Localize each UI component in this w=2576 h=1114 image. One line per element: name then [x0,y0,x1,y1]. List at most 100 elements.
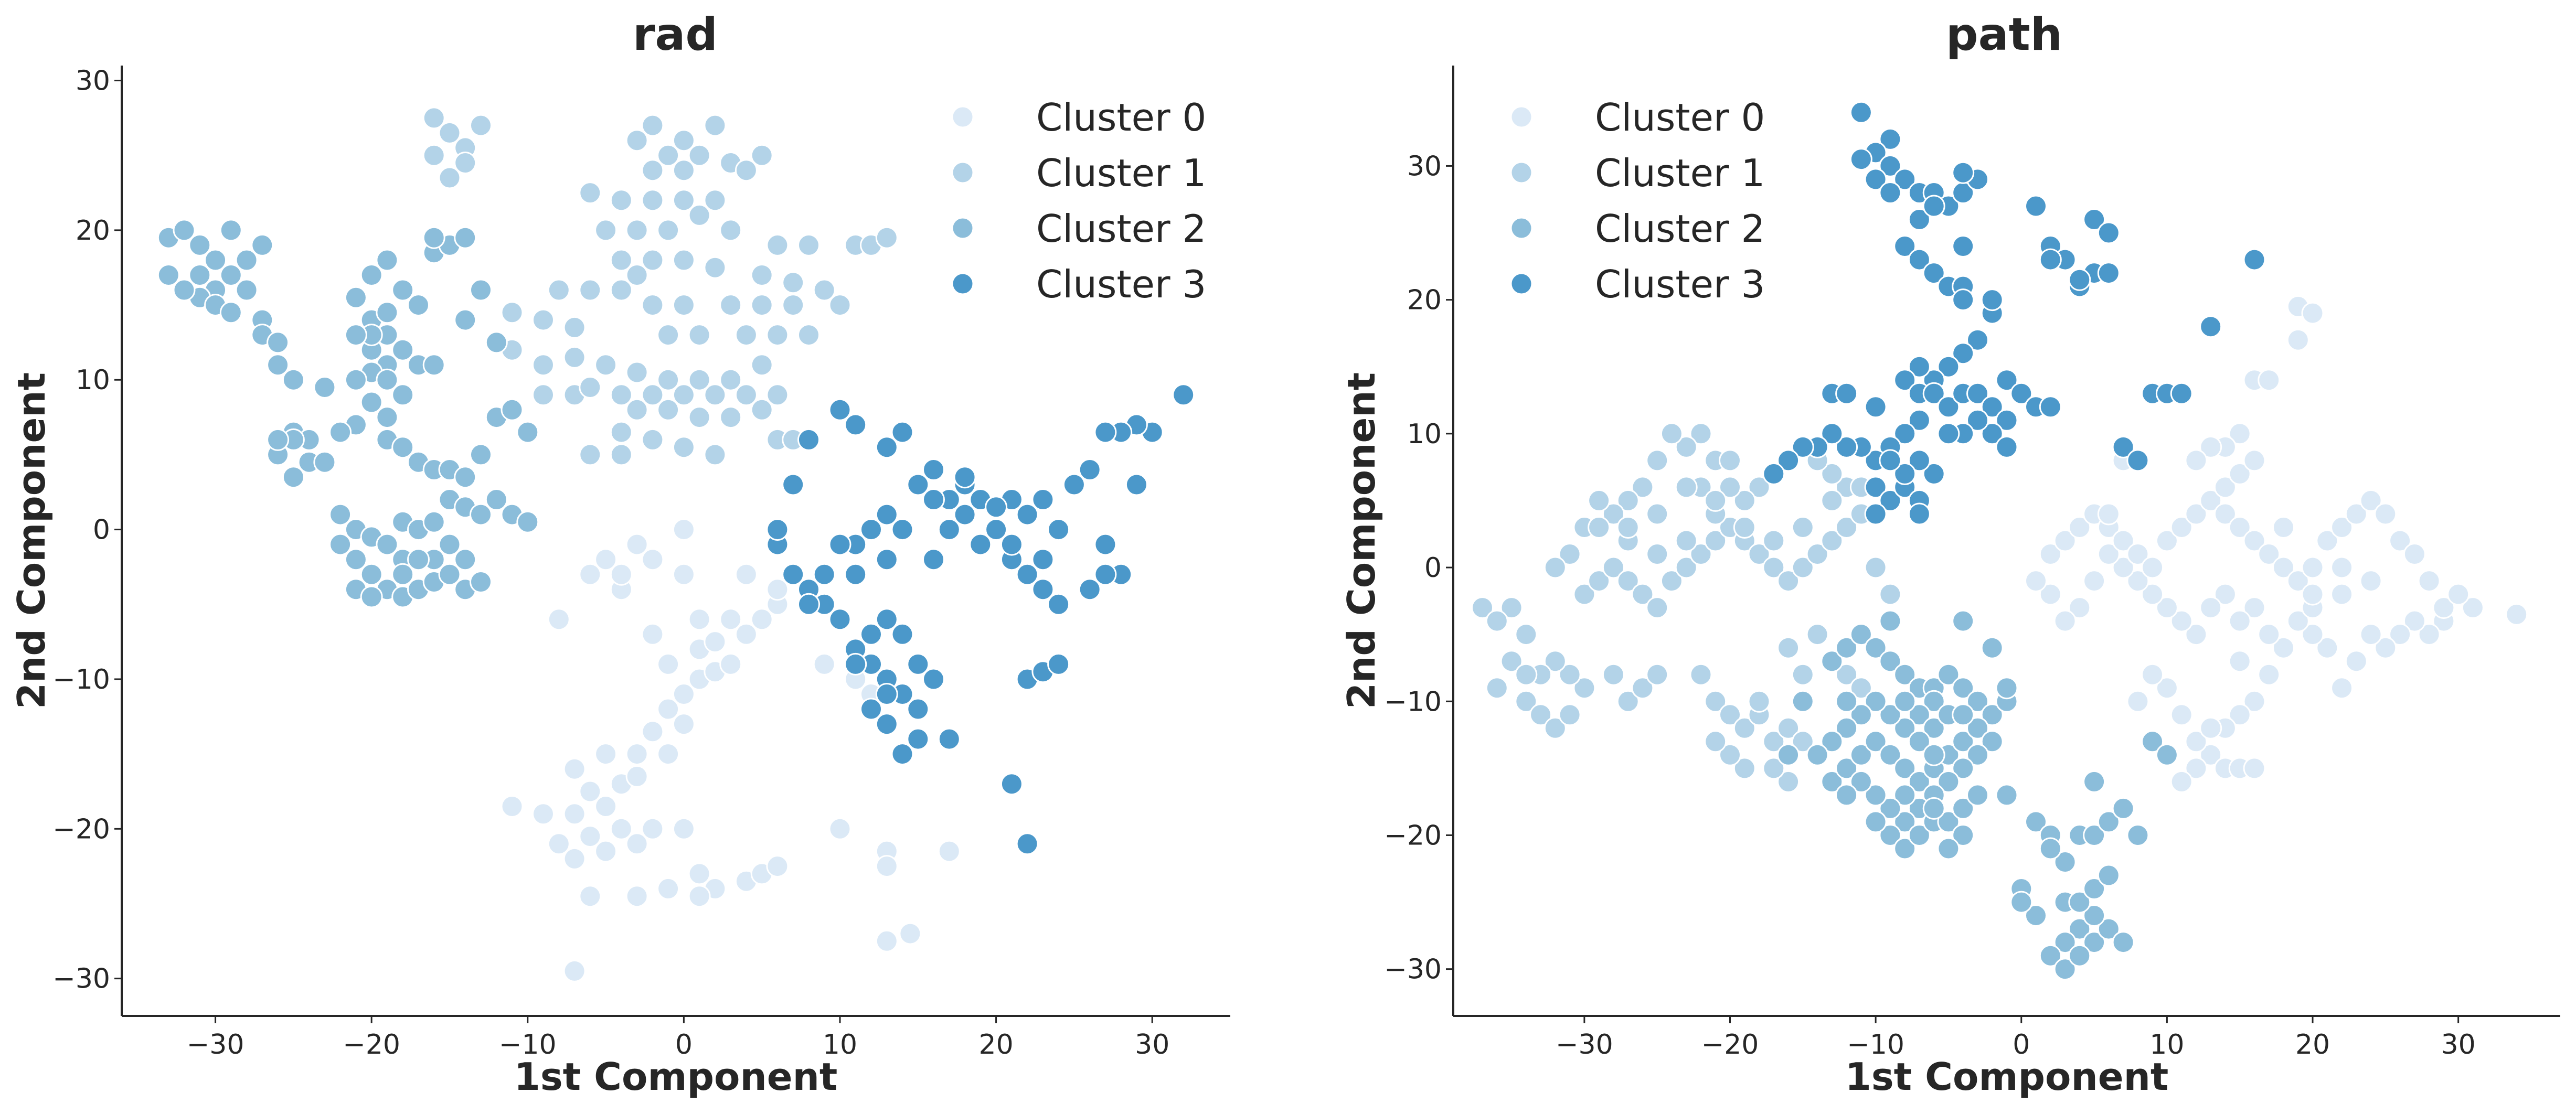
point [1806,543,1829,565]
point [1544,556,1567,579]
point [2228,422,2251,445]
y-axis-label: 2nd Component [9,372,54,709]
point [922,668,945,691]
point [1864,556,1887,579]
point [672,683,695,705]
point [875,503,898,526]
point [501,301,524,324]
point [1864,690,1887,713]
series-cluster-1 [422,106,898,466]
point [2199,716,2222,740]
point [2141,730,2164,753]
point [1966,743,1989,766]
point [2286,609,2309,633]
point [2359,623,2382,646]
legend-label: Cluster 1 [1595,151,1765,195]
point [2097,543,2120,565]
point [891,421,914,444]
point [376,533,399,556]
point [2418,623,2441,646]
legend-marker [951,217,974,240]
point [625,361,648,384]
point [1893,168,1917,191]
point [1879,583,1902,606]
point [782,473,805,496]
point [532,308,555,331]
point [219,264,242,286]
point [2112,556,2135,579]
point [344,548,367,571]
point [688,885,711,908]
point [625,743,648,766]
legend-label: Cluster 0 [1036,95,1206,140]
point [251,233,274,256]
point [532,354,555,377]
point [1515,623,1538,646]
point [1777,449,1800,472]
point [2170,609,2193,633]
y-tick-label: 20 [1407,285,1442,316]
point [1777,636,1800,659]
point [1762,462,1785,485]
point [516,421,539,444]
point [985,518,1008,541]
point [470,443,492,466]
series-cluster-1 [1471,422,1902,793]
point [641,817,664,840]
point [579,278,602,302]
point [579,563,602,586]
point [360,563,383,586]
x-tick-label: −10 [499,1029,557,1061]
point [641,114,664,137]
point [610,443,633,466]
point [2258,623,2281,646]
point [657,144,680,167]
point [1733,516,1756,539]
point [891,518,914,541]
point [501,795,524,818]
point [1952,703,1975,726]
point [1908,730,1931,753]
point [1966,690,1989,713]
point [391,278,414,302]
point [891,743,914,766]
point [1733,716,1756,740]
point [672,383,695,406]
point [688,368,711,391]
point [1908,703,1931,726]
point [422,354,445,377]
point [2097,502,2120,526]
legend-label: Cluster 3 [1036,262,1206,306]
point [1879,797,1902,820]
point [844,563,867,586]
point [1908,449,1931,472]
point [376,406,399,429]
legend-marker [1510,161,1533,184]
series-cluster-0 [501,518,961,982]
point [1893,235,1917,258]
point [1835,516,1858,539]
point [2170,516,2193,539]
point [688,324,711,347]
point [1515,663,1538,686]
point [2083,570,2106,593]
point [641,623,664,646]
point [672,713,695,736]
point [360,585,383,608]
point [1660,570,1683,593]
point [532,383,555,406]
point [1631,583,1654,606]
point [391,436,414,459]
point [1995,369,2018,392]
point [2258,543,2281,565]
point [719,368,742,391]
point [2374,636,2397,659]
point [1966,784,1989,807]
point [875,608,898,631]
point [1952,797,1975,820]
legend-marker [951,272,974,295]
point [1000,533,1023,556]
point [2301,302,2324,325]
point [1689,663,1712,686]
point [641,383,664,406]
